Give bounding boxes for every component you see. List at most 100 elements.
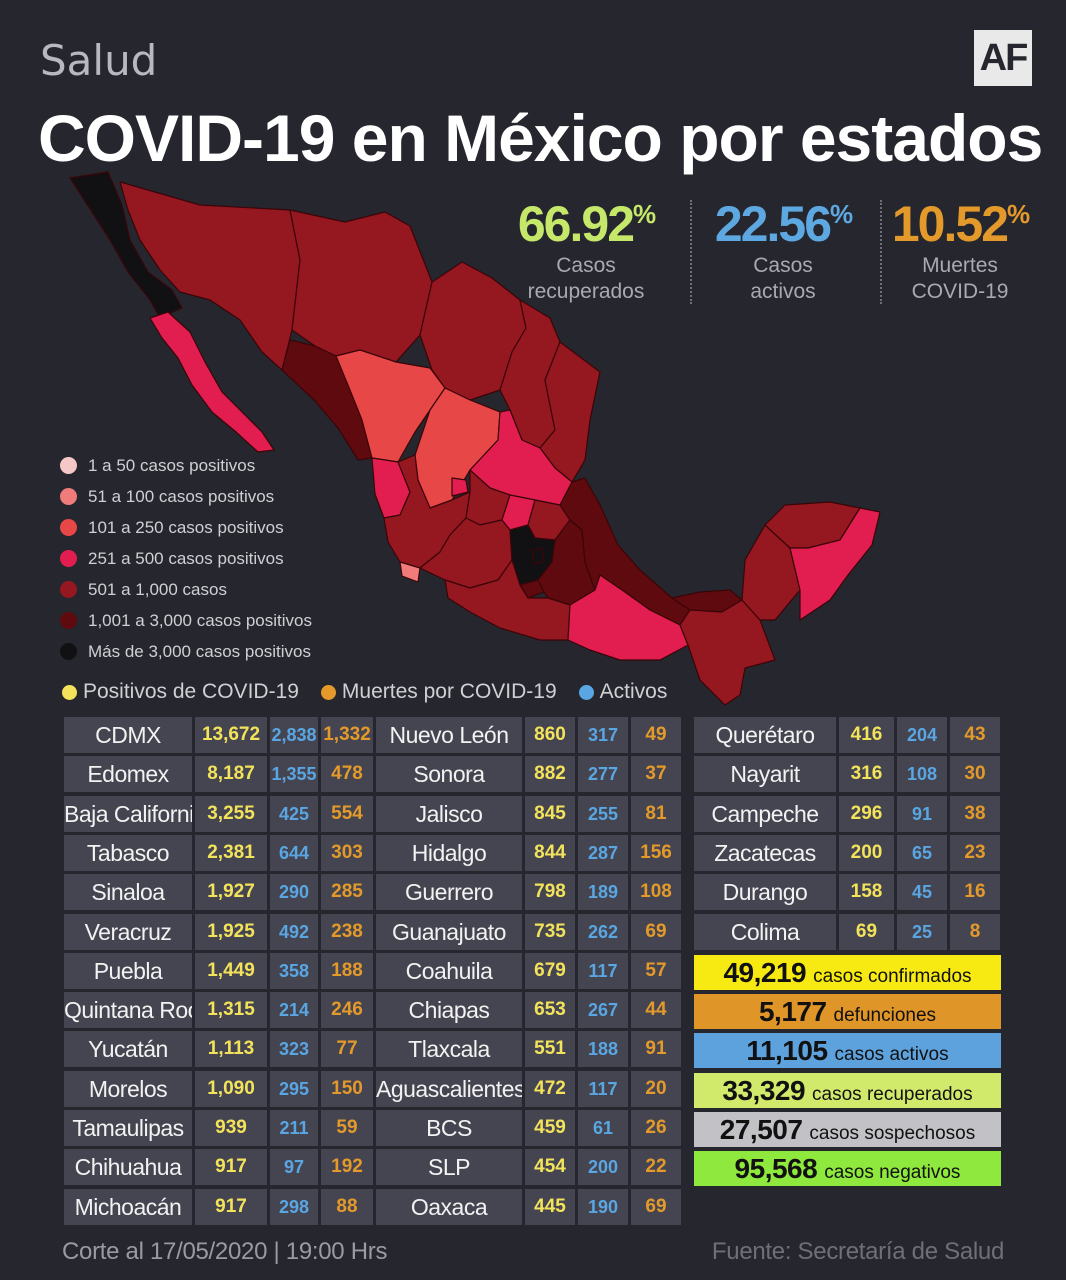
death-count: 43 xyxy=(950,717,1000,753)
death-count: 16 xyxy=(950,874,1000,911)
positive-count: 296 xyxy=(839,795,894,832)
key-label: Muertes por COVID-19 xyxy=(341,680,557,703)
death-count: 44 xyxy=(631,992,681,1029)
state-name: Aguascalientes xyxy=(376,1070,522,1107)
active-count: 117 xyxy=(578,1070,628,1107)
state-name: Baja California xyxy=(64,795,192,832)
legend-swatch xyxy=(60,612,77,629)
death-count: 49 xyxy=(631,717,681,753)
death-count: 57 xyxy=(631,952,681,989)
active-count: 267 xyxy=(578,992,628,1029)
positive-count: 445 xyxy=(525,1188,575,1225)
key-item-active: Activos xyxy=(578,680,668,704)
state-name: Quintana Roo xyxy=(64,992,192,1029)
summary-number: 95,568 xyxy=(734,1153,818,1184)
active-count: 200 xyxy=(578,1149,628,1186)
death-count: 91 xyxy=(631,1031,681,1068)
positive-count: 551 xyxy=(525,1031,575,1068)
state-name: Sinaloa xyxy=(64,874,192,911)
stat-recovered-value: 66.92% xyxy=(517,196,656,252)
table-row: Tamaulipas 939 211 59 xyxy=(64,1110,373,1146)
positive-count: 917 xyxy=(195,1149,267,1186)
table-row: Veracruz 1,925 492 238 xyxy=(64,913,373,950)
table-row: Nuevo León 860 317 49 xyxy=(376,717,681,753)
state-name: Querétaro xyxy=(694,717,836,753)
state-name: Guerrero xyxy=(376,874,522,911)
active-count: 492 xyxy=(270,913,318,950)
active-count: 317 xyxy=(578,717,628,753)
key-item-positives: Positivos de COVID-19 xyxy=(62,680,299,704)
table-row: Durango 158 45 16 xyxy=(694,874,1000,911)
state-name: Sonora xyxy=(376,756,522,793)
active-count: 290 xyxy=(270,874,318,911)
positive-count: 798 xyxy=(525,874,575,911)
summary-label: casos negativos xyxy=(824,1162,961,1183)
summary-box: 33,329 casos recuperados xyxy=(694,1072,1001,1108)
positive-count: 735 xyxy=(525,913,575,950)
state-name: Zacatecas xyxy=(694,834,836,871)
table-row: Tabasco 2,381 644 303 xyxy=(64,834,373,871)
table-row: Oaxaca 445 190 69 xyxy=(376,1188,681,1225)
table-row: Yucatán 1,113 323 77 xyxy=(64,1031,373,1068)
state-name: Guanajuato xyxy=(376,913,522,950)
stat-recovered-label: Casos recuperados xyxy=(527,254,645,303)
state-name: Campeche xyxy=(694,795,836,832)
legend-label: 1,001 a 3,000 casos positivos xyxy=(88,610,312,630)
death-count: 69 xyxy=(631,913,681,950)
active-count: 91 xyxy=(897,795,947,832)
stat-active-value: 22.56% xyxy=(714,196,853,252)
map-state-bcs xyxy=(149,311,275,453)
legend-item: 101 a 250 casos positivos xyxy=(60,512,312,543)
summary-label: casos activos xyxy=(834,1044,949,1066)
active-count: 644 xyxy=(270,834,318,871)
table-row: Michoacán 917 298 88 xyxy=(64,1188,373,1225)
legend-item: 51 a 100 casos positivos xyxy=(60,481,312,512)
legend-swatch xyxy=(60,550,77,567)
active-count: 295 xyxy=(270,1070,318,1107)
positive-count: 1,925 xyxy=(195,913,267,950)
map-state-cdmx xyxy=(531,547,545,565)
positive-count: 1,449 xyxy=(195,952,267,989)
table-row: Morelos 1,090 295 150 xyxy=(64,1070,373,1107)
active-count: 211 xyxy=(270,1110,318,1146)
summary-number: 11,105 xyxy=(746,1035,828,1067)
legend-label: 501 a 1,000 casos xyxy=(88,579,227,599)
summary-box: 95,568 casos negativos xyxy=(694,1151,1001,1186)
active-count: 358 xyxy=(270,952,318,989)
state-name: Yucatán xyxy=(64,1031,192,1068)
positive-count: 1,927 xyxy=(195,874,267,911)
stat-deaths: 10.52% Muertes COVID-19 xyxy=(888,195,1032,305)
positive-count: 860 xyxy=(525,717,575,753)
state-name: Nuevo León xyxy=(376,717,522,753)
active-count: 188 xyxy=(578,1031,628,1068)
stat-divider xyxy=(880,200,882,304)
key-label: Activos xyxy=(599,680,668,703)
active-count: 1,355 xyxy=(270,756,318,793)
positive-count: 472 xyxy=(525,1070,575,1107)
positive-count: 844 xyxy=(525,834,575,871)
stat-recovered: 66.92% Casos recuperados xyxy=(500,195,672,305)
death-count: 59 xyxy=(321,1110,373,1146)
stat-divider xyxy=(690,200,692,304)
death-count: 77 xyxy=(321,1031,373,1068)
table-row: Quintana Roo 1,315 214 246 xyxy=(64,992,373,1029)
death-count: 150 xyxy=(321,1070,373,1107)
active-count: 97 xyxy=(270,1149,318,1186)
summary-label: casos recuperados xyxy=(812,1083,973,1105)
map-state-chiapas xyxy=(679,599,776,706)
table-row: Chihuahua 917 97 192 xyxy=(64,1149,373,1186)
stat-deaths-value: 10.52% xyxy=(891,196,1030,252)
death-count: 192 xyxy=(321,1149,373,1186)
legend-swatch xyxy=(60,488,77,505)
section-label: Salud xyxy=(40,36,158,85)
death-count: 30 xyxy=(950,756,1000,793)
active-count: 214 xyxy=(270,992,318,1029)
active-count: 323 xyxy=(270,1031,318,1068)
death-count: 285 xyxy=(321,874,373,911)
positive-count: 1,090 xyxy=(195,1070,267,1107)
table-row: Querétaro 416 204 43 xyxy=(694,717,1000,753)
map-state-durango xyxy=(335,349,446,463)
table-row: Sonora 882 277 37 xyxy=(376,756,681,793)
table-key: Positivos de COVID-19 Muertes por COVID-… xyxy=(62,680,689,704)
table-row: Guerrero 798 189 108 xyxy=(376,874,681,911)
